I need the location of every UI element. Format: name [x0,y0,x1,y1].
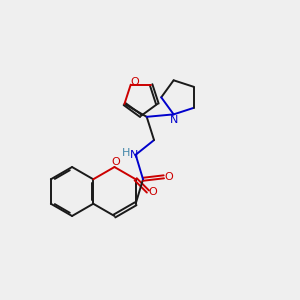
Text: O: O [164,172,173,182]
Text: H: H [122,148,130,158]
Text: N: N [169,115,178,125]
Text: O: O [130,76,139,87]
Text: O: O [111,157,120,166]
Text: N: N [129,150,138,160]
Text: O: O [148,187,158,196]
